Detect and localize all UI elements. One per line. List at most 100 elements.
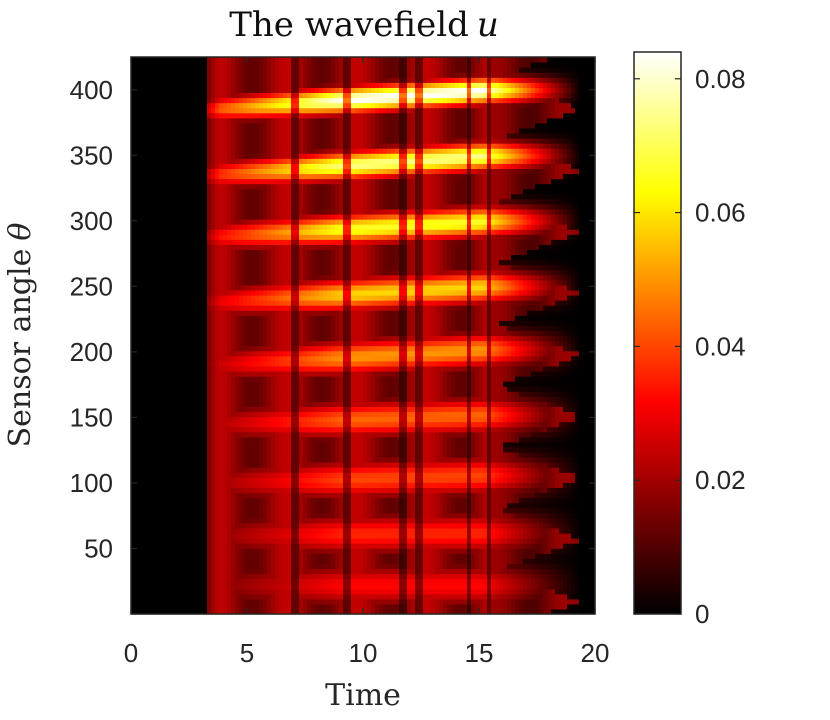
heatmap-cell bbox=[287, 132, 292, 139]
heatmap-cell bbox=[279, 153, 284, 159]
heatmap-cell bbox=[199, 517, 204, 524]
heatmap-cell bbox=[239, 259, 244, 266]
heatmap-cell bbox=[203, 416, 208, 423]
heatmap-cell bbox=[183, 578, 188, 585]
heatmap-cell bbox=[215, 289, 220, 296]
heatmap-cell bbox=[239, 289, 244, 296]
heatmap-cell bbox=[131, 67, 136, 73]
heatmap-cell bbox=[239, 82, 244, 88]
heatmap-cell bbox=[199, 259, 204, 266]
heatmap-cell bbox=[271, 305, 276, 311]
heatmap-cell bbox=[163, 173, 168, 180]
heatmap-cell bbox=[167, 598, 172, 605]
heatmap-cell bbox=[199, 608, 204, 615]
heatmap-cell bbox=[199, 168, 204, 175]
heatmap-cell bbox=[239, 365, 244, 372]
heatmap-cell bbox=[303, 117, 308, 124]
heatmap-cell bbox=[159, 396, 164, 402]
heatmap-cell bbox=[151, 77, 156, 83]
heatmap-cell bbox=[231, 188, 236, 195]
heatmap-cell bbox=[279, 563, 284, 570]
heatmap-cell bbox=[307, 588, 312, 595]
heatmap-cell bbox=[175, 396, 180, 402]
heatmap-cell bbox=[135, 294, 140, 301]
heatmap-cell bbox=[187, 578, 192, 585]
heatmap-cell bbox=[159, 173, 164, 180]
heatmap-cell bbox=[131, 431, 136, 438]
heatmap-cell bbox=[199, 325, 204, 332]
heatmap-cell bbox=[299, 396, 304, 402]
heatmap-cell bbox=[255, 355, 260, 362]
heatmap-cell bbox=[195, 553, 200, 559]
heatmap-cell bbox=[199, 335, 204, 342]
heatmap-cell bbox=[175, 355, 180, 362]
heatmap-cell bbox=[159, 244, 164, 251]
heatmap-cell bbox=[187, 249, 192, 256]
heatmap-cell bbox=[203, 553, 208, 559]
heatmap-cell bbox=[219, 477, 224, 483]
heatmap-cell bbox=[251, 173, 256, 180]
heatmap-cell bbox=[255, 568, 260, 575]
heatmap-cell bbox=[267, 305, 272, 311]
heatmap-cell bbox=[223, 138, 228, 144]
heatmap-cell bbox=[191, 208, 196, 215]
heatmap-cell bbox=[159, 234, 164, 240]
heatmap-cell bbox=[271, 148, 276, 154]
heatmap-cell bbox=[171, 568, 176, 575]
heatmap-cell bbox=[163, 472, 168, 478]
heatmap-cell bbox=[299, 401, 304, 407]
heatmap-cell bbox=[251, 345, 256, 352]
heatmap-cell bbox=[283, 360, 288, 367]
heatmap-cell bbox=[283, 153, 288, 159]
heatmap-cell bbox=[287, 274, 292, 281]
heatmap-cell bbox=[267, 401, 272, 407]
heatmap-cell bbox=[247, 188, 252, 195]
heatmap-cell bbox=[151, 254, 156, 261]
heatmap-cell bbox=[219, 229, 224, 235]
heatmap-cell bbox=[147, 441, 152, 448]
heatmap-cell bbox=[231, 360, 236, 367]
heatmap-cell bbox=[271, 583, 276, 590]
heatmap-cell bbox=[135, 264, 140, 271]
heatmap-cell bbox=[251, 502, 256, 509]
heatmap-cell bbox=[143, 497, 148, 504]
heatmap-cell bbox=[307, 543, 312, 549]
heatmap-cell bbox=[239, 279, 244, 286]
heatmap-cell bbox=[139, 188, 144, 195]
heatmap-cell bbox=[167, 492, 172, 499]
heatmap-cell bbox=[131, 568, 136, 575]
heatmap-cell bbox=[307, 178, 312, 185]
heatmap-cell bbox=[155, 274, 160, 281]
heatmap-cell bbox=[211, 72, 216, 78]
heatmap-cell bbox=[203, 391, 208, 397]
heatmap-cell bbox=[175, 340, 180, 347]
heatmap-cell bbox=[139, 163, 144, 169]
heatmap-cell bbox=[159, 376, 164, 382]
heatmap-cell bbox=[303, 168, 308, 175]
heatmap-cell bbox=[279, 203, 284, 210]
heatmap-cell bbox=[235, 320, 240, 326]
heatmap-cell bbox=[199, 143, 204, 149]
heatmap-cell bbox=[191, 213, 196, 220]
heatmap-cell bbox=[283, 193, 288, 200]
heatmap-cell bbox=[187, 67, 192, 73]
heatmap-cell bbox=[159, 259, 164, 266]
heatmap-cell bbox=[267, 127, 272, 134]
heatmap-cell bbox=[243, 72, 248, 78]
heatmap-cell bbox=[179, 234, 184, 240]
heatmap-cell bbox=[299, 360, 304, 367]
heatmap-cell bbox=[183, 132, 188, 139]
heatmap-cell bbox=[203, 198, 208, 205]
heatmap-cell bbox=[243, 553, 248, 559]
heatmap-cell bbox=[291, 482, 296, 489]
heatmap-cell bbox=[143, 603, 148, 610]
heatmap-cell bbox=[259, 127, 264, 134]
heatmap-cell bbox=[255, 477, 260, 483]
heatmap-cell bbox=[255, 208, 260, 215]
heatmap-cell bbox=[263, 107, 268, 114]
heatmap-cell bbox=[239, 57, 244, 63]
heatmap-cell bbox=[271, 370, 276, 377]
heatmap-cell bbox=[283, 234, 288, 240]
heatmap-cell bbox=[143, 396, 148, 402]
heatmap-cell bbox=[219, 411, 224, 418]
